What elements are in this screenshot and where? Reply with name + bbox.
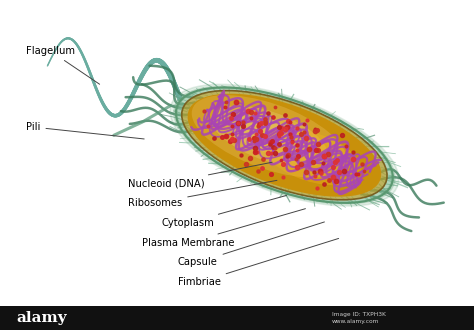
Ellipse shape: [174, 86, 395, 204]
Text: Image ID: TXPH3K
www.alamy.com: Image ID: TXPH3K www.alamy.com: [332, 312, 386, 324]
Ellipse shape: [177, 88, 392, 202]
Ellipse shape: [182, 91, 387, 200]
Ellipse shape: [211, 106, 328, 167]
Text: Fimbriae: Fimbriae: [178, 239, 338, 287]
Text: Pili: Pili: [26, 122, 144, 139]
Text: Capsule: Capsule: [178, 222, 324, 267]
Text: Nucleoid (DNA): Nucleoid (DNA): [128, 162, 272, 188]
Ellipse shape: [188, 94, 381, 197]
Ellipse shape: [230, 116, 308, 157]
Ellipse shape: [263, 129, 362, 185]
Text: Cytoplasm: Cytoplasm: [161, 195, 286, 228]
Text: Flagellum: Flagellum: [26, 46, 100, 84]
Text: Plasma Membrane: Plasma Membrane: [142, 209, 305, 248]
Bar: [0, 306, 474, 330]
Text: Ribosomes: Ribosomes: [128, 181, 277, 208]
Text: alamy: alamy: [17, 311, 67, 325]
Ellipse shape: [170, 84, 399, 206]
Ellipse shape: [191, 95, 346, 178]
